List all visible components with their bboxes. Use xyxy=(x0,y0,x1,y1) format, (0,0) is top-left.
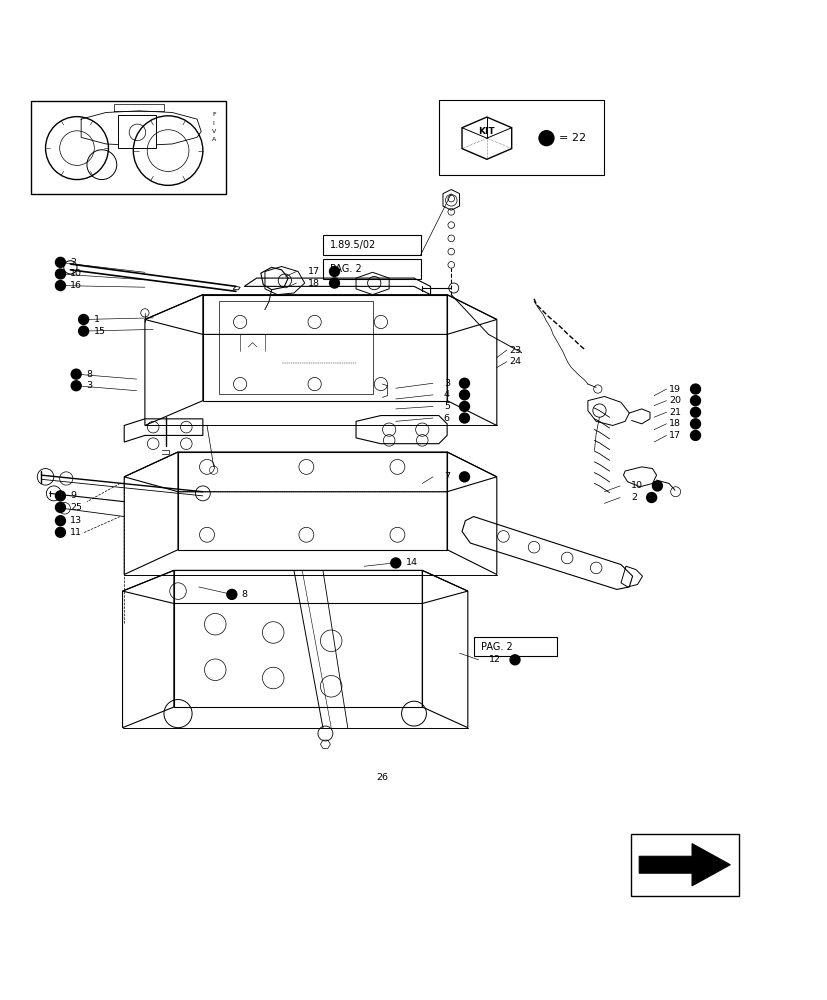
Text: KIT: KIT xyxy=(478,127,495,136)
Text: F: F xyxy=(212,112,215,117)
Circle shape xyxy=(55,527,65,537)
Text: 20: 20 xyxy=(668,396,680,405)
Text: 5: 5 xyxy=(443,402,449,411)
FancyBboxPatch shape xyxy=(474,637,557,656)
Text: 2: 2 xyxy=(630,493,636,502)
Text: 10: 10 xyxy=(70,269,82,278)
FancyBboxPatch shape xyxy=(118,115,155,148)
Circle shape xyxy=(329,278,339,288)
Text: 13: 13 xyxy=(70,516,83,525)
Text: 26: 26 xyxy=(376,773,388,782)
Text: 1.89.5/02: 1.89.5/02 xyxy=(329,240,375,250)
Circle shape xyxy=(55,516,65,526)
Circle shape xyxy=(329,267,339,276)
Circle shape xyxy=(459,401,469,411)
Text: V: V xyxy=(212,129,216,134)
Circle shape xyxy=(459,390,469,400)
Circle shape xyxy=(55,491,65,501)
Circle shape xyxy=(459,413,469,423)
Polygon shape xyxy=(638,844,729,886)
Text: 4: 4 xyxy=(443,390,449,399)
Text: 9: 9 xyxy=(70,491,76,500)
Circle shape xyxy=(227,589,237,599)
Text: 1: 1 xyxy=(93,315,99,324)
Text: 14: 14 xyxy=(405,558,417,567)
Text: 18: 18 xyxy=(308,279,319,288)
Text: 12: 12 xyxy=(488,655,500,664)
Circle shape xyxy=(690,407,700,417)
Text: 3: 3 xyxy=(86,381,92,390)
Circle shape xyxy=(79,326,88,336)
Text: PAG. 2: PAG. 2 xyxy=(329,264,361,274)
Text: 16: 16 xyxy=(70,281,82,290)
Text: 24: 24 xyxy=(509,357,520,366)
Text: 6: 6 xyxy=(443,414,449,423)
Circle shape xyxy=(55,269,65,279)
Text: 8: 8 xyxy=(86,370,92,379)
Circle shape xyxy=(459,378,469,388)
Text: 17: 17 xyxy=(668,431,680,440)
Text: 25: 25 xyxy=(70,503,82,512)
Text: I: I xyxy=(212,121,213,126)
FancyBboxPatch shape xyxy=(438,100,604,175)
Circle shape xyxy=(390,558,400,568)
Text: 10: 10 xyxy=(630,481,642,490)
Text: 7: 7 xyxy=(443,472,449,481)
Circle shape xyxy=(55,257,65,267)
Text: A: A xyxy=(212,137,216,142)
Circle shape xyxy=(690,419,700,429)
Text: 23: 23 xyxy=(509,346,521,355)
Circle shape xyxy=(538,131,553,146)
Circle shape xyxy=(646,493,656,502)
FancyBboxPatch shape xyxy=(323,235,420,255)
Circle shape xyxy=(71,381,81,391)
Text: 19: 19 xyxy=(668,385,680,394)
Text: 15: 15 xyxy=(93,327,105,336)
Circle shape xyxy=(55,281,65,291)
Text: 18: 18 xyxy=(668,419,680,428)
FancyBboxPatch shape xyxy=(630,834,738,896)
FancyBboxPatch shape xyxy=(31,101,226,194)
Circle shape xyxy=(690,430,700,440)
Circle shape xyxy=(509,655,519,665)
FancyBboxPatch shape xyxy=(323,259,420,279)
Circle shape xyxy=(71,369,81,379)
Text: PAG. 2: PAG. 2 xyxy=(480,642,512,652)
Circle shape xyxy=(690,384,700,394)
Circle shape xyxy=(55,502,65,512)
Text: 3: 3 xyxy=(443,379,449,388)
Text: 8: 8 xyxy=(241,590,247,599)
Circle shape xyxy=(79,315,88,324)
Text: 17: 17 xyxy=(308,267,319,276)
Text: 21: 21 xyxy=(668,408,680,417)
Text: 11: 11 xyxy=(70,528,82,537)
Circle shape xyxy=(652,481,662,491)
Text: = 22: = 22 xyxy=(558,133,586,143)
Circle shape xyxy=(459,472,469,482)
Text: 2: 2 xyxy=(70,258,76,267)
Circle shape xyxy=(690,396,700,406)
